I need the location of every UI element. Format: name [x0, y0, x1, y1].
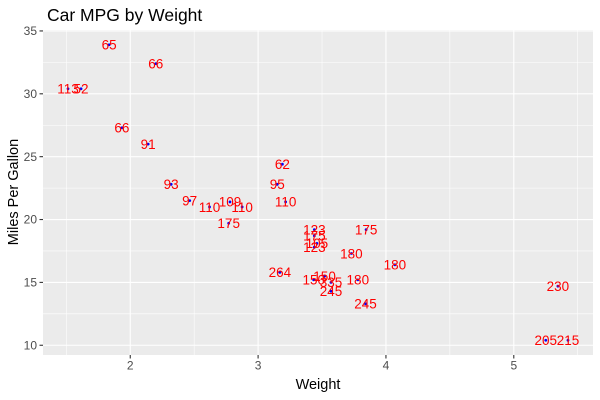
- x-axis-title: Weight: [295, 377, 341, 393]
- point-label: 93: [164, 177, 179, 192]
- x-tick-label: 3: [255, 359, 262, 373]
- data-point: [120, 126, 124, 130]
- data-point: [154, 62, 158, 66]
- point-label: 52: [74, 82, 89, 97]
- data-point: [240, 205, 244, 209]
- data-point: [312, 234, 316, 238]
- x-tick-label: 5: [510, 359, 517, 373]
- data-point: [208, 205, 211, 209]
- point-label: 91: [141, 137, 156, 152]
- point-label: 205: [534, 333, 557, 348]
- point-label: 264: [269, 265, 292, 280]
- data-point: [227, 221, 231, 225]
- data-point: [169, 182, 173, 186]
- point-label: 113: [57, 82, 79, 97]
- point-label: 97: [182, 193, 197, 208]
- data-point: [79, 87, 83, 91]
- point-label: 66: [148, 56, 163, 71]
- point-label: 175: [355, 222, 378, 237]
- data-point: [556, 284, 560, 288]
- data-point: [146, 142, 150, 146]
- point-label: 175: [217, 216, 240, 231]
- y-tick-label: 10: [24, 338, 38, 352]
- data-point: [350, 252, 353, 255]
- data-point: [312, 278, 316, 282]
- data-point: [356, 278, 360, 282]
- panel-background: [43, 30, 593, 355]
- y-tick-label: 15: [24, 276, 38, 290]
- y-tick-label: 20: [24, 213, 38, 227]
- point-label: 110: [199, 200, 221, 215]
- point-label: 105: [306, 236, 329, 251]
- point-label: 110: [275, 195, 297, 210]
- point-label: 65: [102, 38, 117, 53]
- point-label: 123: [303, 222, 326, 237]
- data-point: [107, 43, 111, 47]
- point-label: 62: [275, 157, 290, 172]
- data-point: [280, 162, 284, 166]
- data-point: [315, 242, 319, 245]
- y-axis-title: Miles Per Gallon: [6, 138, 22, 246]
- y-tick-label: 30: [24, 87, 38, 101]
- data-point: [544, 338, 548, 342]
- point-label: 180: [384, 258, 407, 273]
- point-label: 150: [302, 273, 325, 288]
- point-label: 110: [231, 200, 253, 215]
- data-point: [364, 228, 368, 231]
- data-point: [284, 200, 287, 204]
- chart-title: Car MPG by Weight: [47, 5, 203, 25]
- point-label: 245: [354, 297, 377, 312]
- point-label: 95: [270, 177, 285, 192]
- y-tick-label: 35: [24, 24, 38, 38]
- data-point: [228, 200, 232, 204]
- x-tick-label: 4: [383, 359, 390, 373]
- point-label: 215: [557, 333, 580, 348]
- point-label: 245: [320, 284, 343, 299]
- data-point: [329, 280, 333, 284]
- x-tick-label: 2: [127, 359, 134, 373]
- data-point: [393, 263, 397, 267]
- data-point: [278, 270, 282, 274]
- data-point: [329, 289, 333, 293]
- point-label: 66: [114, 121, 129, 136]
- point-label: 180: [347, 273, 370, 288]
- data-point: [323, 274, 326, 278]
- data-point: [566, 338, 570, 342]
- data-point: [312, 228, 316, 231]
- data-point: [312, 245, 316, 249]
- point-label: 180: [340, 246, 363, 261]
- point-label: 150: [313, 269, 336, 284]
- data-point: [188, 199, 192, 203]
- data-point: [66, 87, 70, 91]
- data-point: [364, 302, 367, 306]
- data-point: [275, 182, 279, 186]
- point-label: 123: [303, 240, 326, 255]
- y-tick-label: 25: [24, 150, 38, 164]
- point-label: 230: [547, 279, 570, 294]
- point-label: 335: [320, 275, 343, 290]
- point-label: 175: [303, 229, 326, 244]
- point-label: 109: [219, 195, 242, 210]
